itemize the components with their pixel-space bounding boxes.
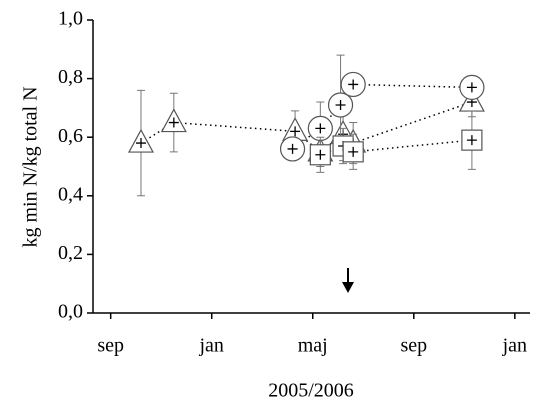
y-tick-label: 0,8 bbox=[58, 66, 83, 88]
x-tick-label: maj bbox=[298, 335, 328, 357]
mean-marker bbox=[315, 123, 326, 134]
x-axis-label: 2005/2006 bbox=[268, 380, 354, 402]
y-axis-label: kg min N/kg total N bbox=[20, 86, 42, 247]
x-tick-label: sep bbox=[97, 335, 124, 357]
arrow-head bbox=[342, 282, 354, 293]
y-tick-label: 0,2 bbox=[58, 242, 83, 264]
mean-marker bbox=[135, 138, 146, 149]
y-tick-label: 0,6 bbox=[58, 125, 83, 147]
y-tick-label: 0,4 bbox=[58, 183, 83, 205]
y-tick-label: 0,0 bbox=[58, 301, 83, 323]
mean-marker bbox=[348, 79, 359, 90]
y-tick-label: 1,0 bbox=[58, 8, 83, 30]
x-tick-label: jan bbox=[502, 335, 527, 357]
mean-marker bbox=[168, 117, 179, 128]
mean-marker bbox=[348, 146, 359, 157]
x-tick-label: sep bbox=[400, 335, 427, 357]
mean-marker bbox=[466, 82, 477, 93]
x-tick-label: jan bbox=[199, 335, 224, 357]
mean-marker bbox=[335, 99, 346, 110]
mean-marker bbox=[466, 135, 477, 146]
mean-marker bbox=[287, 143, 298, 154]
mean-marker bbox=[290, 126, 301, 137]
mean-marker bbox=[315, 149, 326, 160]
